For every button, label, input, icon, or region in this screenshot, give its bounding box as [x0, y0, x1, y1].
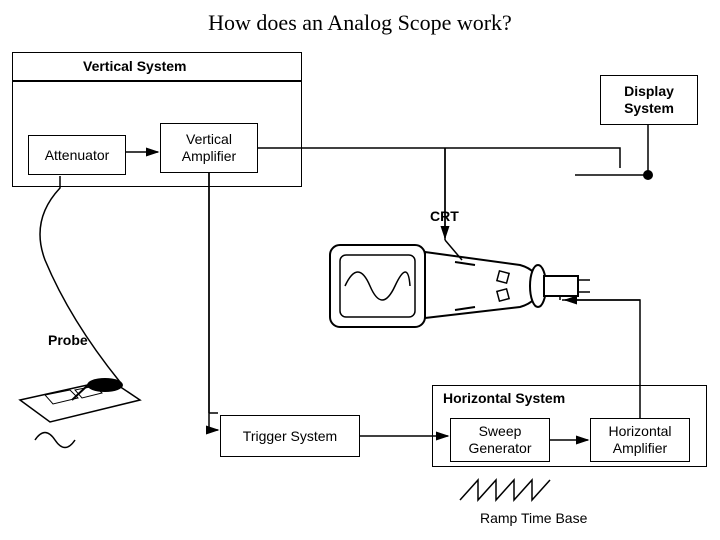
ramp-waveform-icon [460, 480, 550, 500]
edge-vamp-crt [258, 148, 620, 240]
edge-hamp-crt [562, 300, 640, 418]
probe-icon [20, 176, 140, 448]
crt-icon [330, 240, 590, 327]
diagram-svg [0, 0, 720, 540]
